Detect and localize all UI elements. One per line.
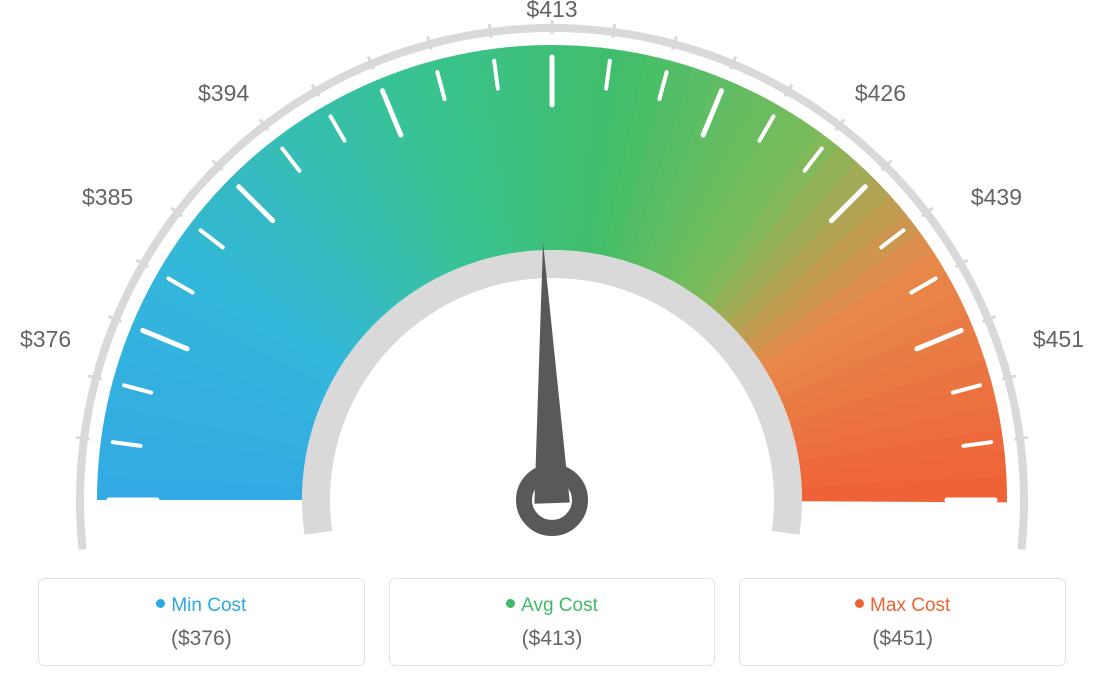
tick-label-394: $394	[198, 80, 249, 107]
legend-value-avg: ($413)	[400, 627, 705, 651]
tick-label-451: $451	[1033, 326, 1084, 353]
legend-card-avg: Avg Cost ($413)	[389, 578, 716, 666]
legend-row: Min Cost ($376) Avg Cost ($413) Max Cost…	[38, 578, 1066, 666]
tick-label-385: $385	[82, 184, 133, 211]
legend-title-avg: Avg Cost	[400, 595, 705, 617]
tick-label-439: $439	[971, 184, 1022, 211]
tick-label-413: $413	[524, 0, 580, 23]
legend-label-avg: Avg Cost	[521, 595, 598, 616]
legend-label-min: Min Cost	[171, 595, 246, 616]
dot-icon	[506, 599, 515, 608]
tick-label-426: $426	[855, 80, 906, 107]
legend-title-max: Max Cost	[750, 595, 1055, 617]
gauge-area: $376 $385 $394 $413 $426 $439 $451	[0, 0, 1104, 560]
legend-value-max: ($451)	[750, 627, 1055, 651]
legend-card-max: Max Cost ($451)	[739, 578, 1066, 666]
legend-label-max: Max Cost	[870, 595, 950, 616]
gauge-svg	[0, 0, 1104, 560]
legend-card-min: Min Cost ($376)	[38, 578, 365, 666]
legend-title-min: Min Cost	[49, 595, 354, 617]
dot-icon	[156, 599, 165, 608]
dot-icon	[855, 599, 864, 608]
cost-gauge-chart: $376 $385 $394 $413 $426 $439 $451 Min C…	[0, 0, 1104, 690]
tick-label-376: $376	[20, 326, 71, 353]
legend-value-min: ($376)	[49, 627, 354, 651]
